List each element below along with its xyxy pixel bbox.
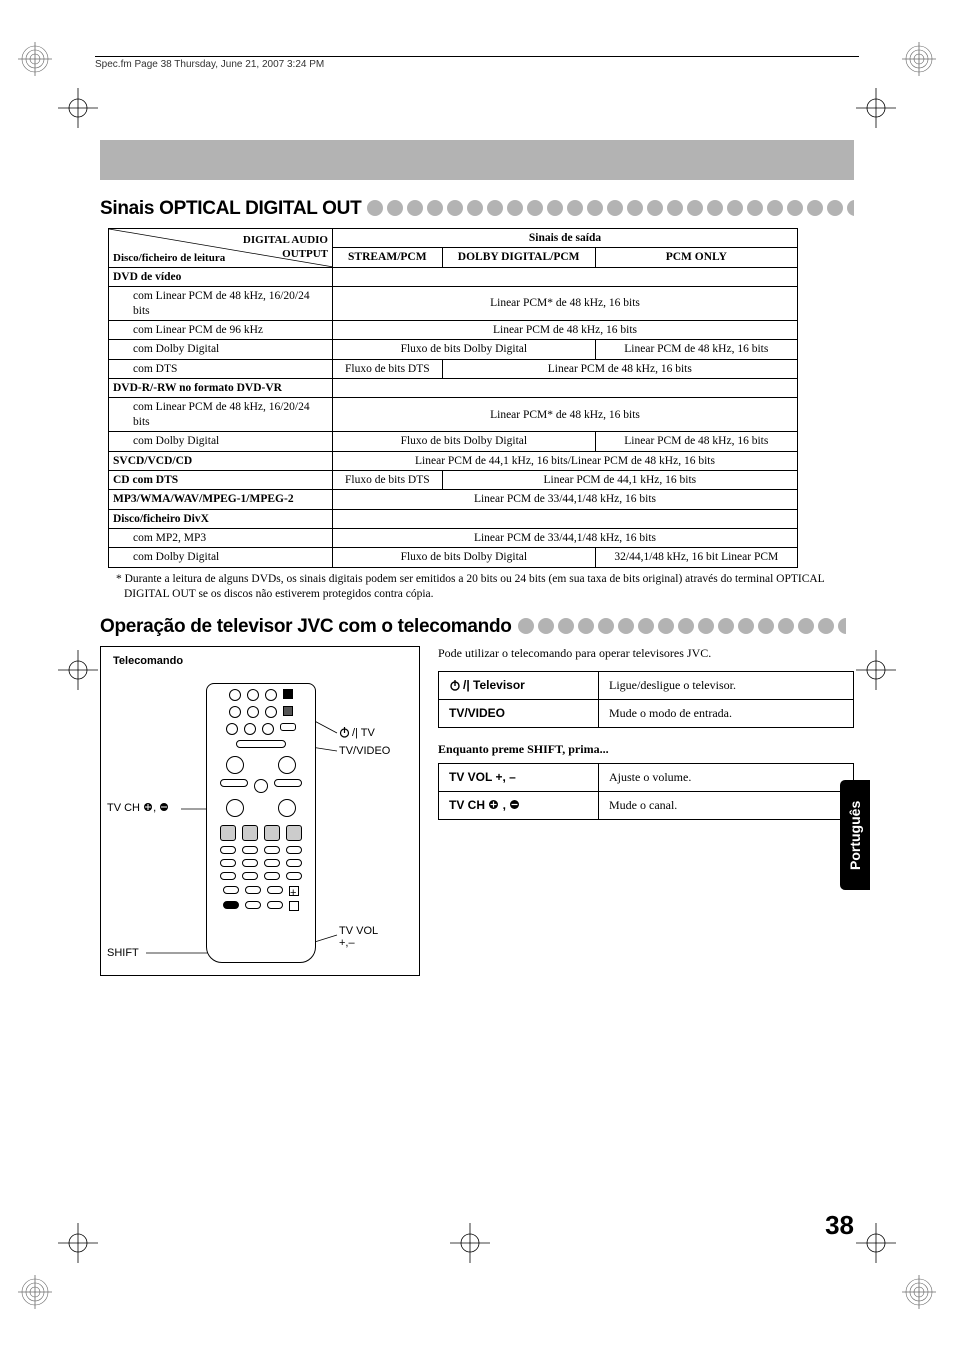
crop-target-icon	[58, 1223, 98, 1263]
crop-target-icon	[856, 88, 896, 128]
tv-ops-table-1: /| TelevisorLigue/desligue o televisor.T…	[438, 671, 854, 728]
section-title-1-text: Sinais OPTICAL DIGITAL OUT	[100, 198, 361, 220]
registration-mark-icon	[902, 1275, 936, 1309]
section-title-2: Operação de televisor JVC com o telecoma…	[100, 616, 854, 638]
tv-intro-text: Pode utilizar o telecomando para operar …	[438, 646, 854, 661]
page-number: 38	[825, 1210, 854, 1241]
registration-mark-icon	[902, 42, 936, 76]
crop-target-icon	[58, 88, 98, 128]
crop-target-icon	[856, 1223, 896, 1263]
registration-mark-icon	[18, 1275, 52, 1309]
decorative-dots-icon	[367, 200, 854, 218]
registration-mark-icon	[18, 42, 52, 76]
grey-bar	[100, 140, 854, 180]
crop-target-icon	[450, 1223, 490, 1263]
crop-target-icon	[58, 650, 98, 690]
language-tab: Português	[840, 780, 870, 890]
shift-header: Enquanto preme SHIFT, prima...	[438, 742, 854, 757]
crop-target-icon	[856, 650, 896, 690]
section-title-1: Sinais OPTICAL DIGITAL OUT	[100, 198, 854, 220]
tv-ops-table-2: TV VOL +, –Ajuste o volume.TV CH , Mude …	[438, 763, 854, 820]
remote-body-outline: +	[206, 683, 316, 963]
optical-digital-out-table: DIGITAL AUDIOOUTPUTDisco/ficheiro de lei…	[108, 228, 798, 568]
remote-diagram: Telecomando TV CH , SHIFT /| TV TV/VIDEO…	[100, 646, 420, 976]
header-strip: Spec.fm Page 38 Thursday, June 21, 2007 …	[95, 56, 859, 70]
table-footnote: * Durante a leitura de alguns DVDs, os s…	[108, 572, 854, 602]
section-title-2-text: Operação de televisor JVC com o telecoma…	[100, 616, 512, 638]
decorative-dots-icon	[518, 618, 854, 636]
